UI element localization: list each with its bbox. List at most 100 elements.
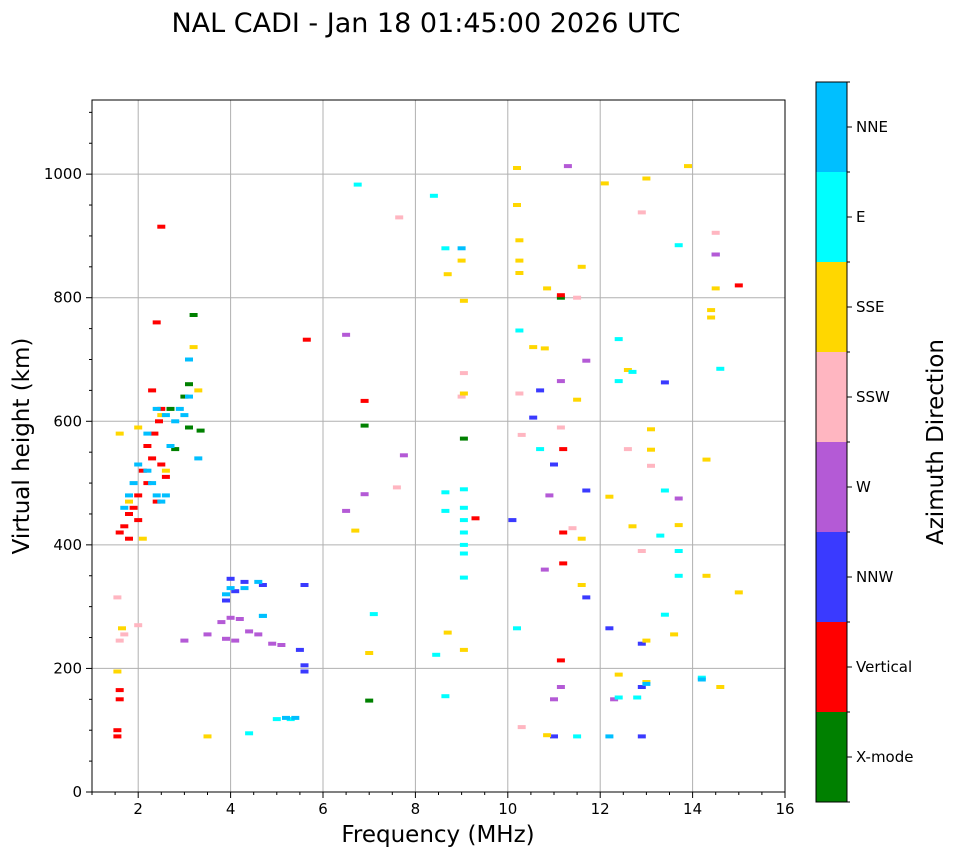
colorbar-segment	[816, 622, 847, 712]
data-point	[268, 641, 277, 646]
data-point	[125, 536, 133, 541]
data-point	[254, 579, 263, 584]
data-point	[134, 462, 143, 467]
data-point	[120, 632, 129, 637]
data-point	[360, 492, 369, 497]
data-point	[231, 638, 240, 643]
data-point	[166, 444, 175, 448]
data-point	[302, 337, 311, 342]
data-point	[226, 615, 235, 620]
data-point	[459, 542, 468, 547]
data-point	[157, 413, 166, 418]
data-point	[513, 626, 521, 631]
data-point	[175, 406, 184, 411]
data-point	[115, 638, 124, 643]
data-point	[166, 406, 175, 411]
data-point	[543, 286, 552, 291]
data-point	[157, 406, 166, 411]
data-point	[459, 518, 468, 523]
series-x-mode	[166, 295, 565, 703]
data-point	[185, 357, 193, 362]
data-point	[291, 715, 300, 720]
data-point	[365, 698, 374, 703]
data-point	[556, 658, 565, 663]
data-point	[559, 561, 568, 566]
data-point	[148, 388, 157, 393]
data-point	[556, 379, 565, 384]
data-point	[545, 493, 554, 498]
data-point	[300, 669, 309, 674]
data-point	[457, 258, 466, 263]
data-point	[459, 487, 468, 492]
data-point	[536, 447, 545, 452]
data-point	[161, 474, 170, 479]
data-point	[342, 508, 351, 513]
data-point	[637, 641, 646, 646]
x-tick-label: 12	[591, 800, 610, 818]
data-point	[656, 533, 665, 538]
data-point	[258, 613, 267, 618]
colorbar-tick-label: W	[856, 478, 871, 496]
data-point	[189, 313, 198, 317]
y-tick-label: 600	[53, 412, 82, 430]
colorbar-segment	[816, 352, 847, 442]
data-point	[134, 623, 143, 628]
x-tick-label: 6	[318, 800, 328, 818]
data-point	[711, 252, 720, 257]
data-point	[577, 583, 586, 587]
colorbar-tick-label: X-mode	[856, 748, 913, 766]
data-point	[129, 505, 138, 510]
data-point	[443, 272, 452, 277]
data-point	[529, 345, 538, 350]
colorbar-segment	[816, 442, 847, 532]
data-point	[143, 468, 152, 473]
data-point	[113, 728, 122, 733]
data-point	[152, 499, 161, 504]
data-point	[129, 481, 138, 486]
data-point	[543, 733, 552, 738]
data-point	[642, 176, 651, 181]
data-point	[240, 586, 249, 591]
data-point	[711, 286, 720, 291]
data-point	[235, 617, 244, 621]
data-point	[637, 210, 646, 215]
data-point	[300, 663, 309, 668]
data-point	[399, 453, 408, 458]
data-point	[295, 647, 304, 652]
data-point	[559, 447, 568, 452]
data-point	[443, 630, 452, 635]
data-point	[610, 697, 619, 702]
data-point	[647, 463, 655, 468]
data-point	[360, 398, 369, 403]
data-point	[226, 586, 235, 591]
data-point	[459, 298, 468, 303]
data-point	[515, 258, 524, 263]
data-point	[138, 536, 147, 541]
data-point	[637, 734, 646, 739]
data-point	[286, 717, 295, 722]
x-tick-label: 16	[775, 800, 794, 818]
data-point	[441, 246, 450, 251]
data-point	[360, 423, 369, 428]
data-point	[573, 734, 582, 739]
axes: 2 4 6 8 10 12 14 16 0 200 400 600 800 1000	[44, 111, 795, 818]
colorbar-segment	[816, 262, 847, 352]
data-point	[300, 583, 309, 587]
data-point	[556, 293, 565, 298]
data-point	[577, 536, 586, 541]
data-point	[457, 394, 466, 399]
data-point	[118, 626, 126, 631]
chart-title: NAL CADI - Jan 18 01:45:00 2026 UTC	[171, 8, 680, 39]
data-point	[155, 419, 163, 424]
data-point	[647, 447, 655, 452]
data-point	[623, 447, 632, 452]
data-point	[353, 182, 362, 187]
data-point	[351, 528, 360, 533]
data-point	[563, 164, 572, 169]
data-point	[517, 432, 526, 437]
data-point	[605, 626, 614, 631]
data-point	[459, 371, 468, 376]
series-nne	[120, 246, 706, 739]
data-point	[540, 567, 549, 572]
